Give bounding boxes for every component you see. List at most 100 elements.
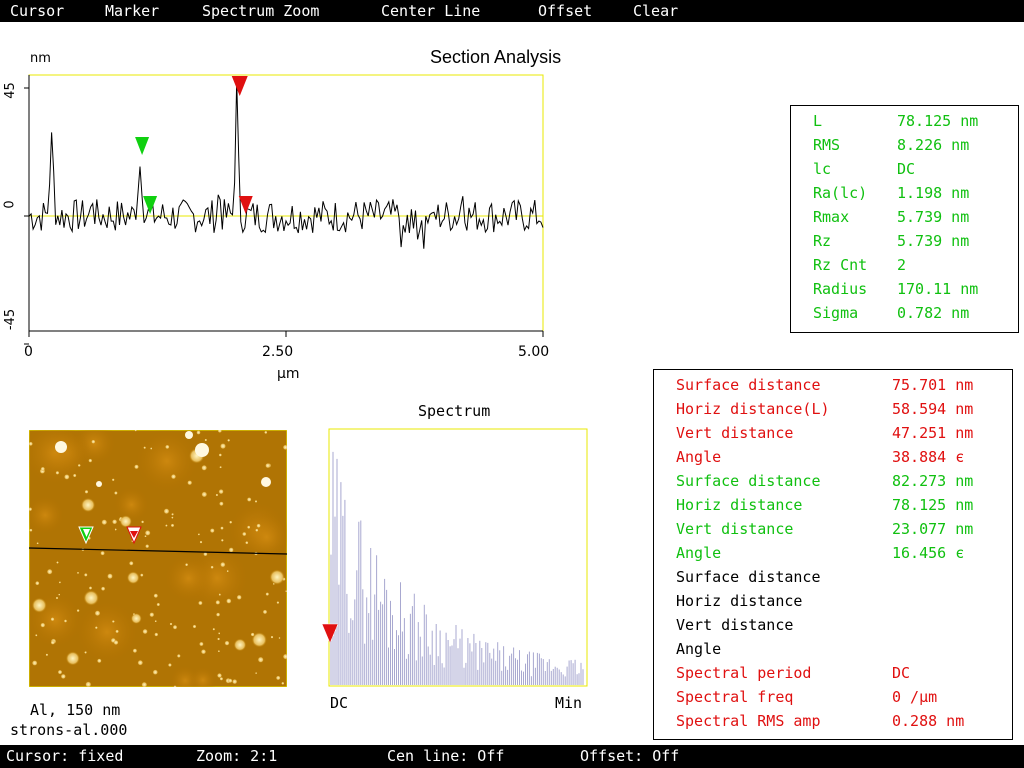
afm-grain <box>171 516 174 519</box>
afm-grain <box>65 651 80 666</box>
afm-grain <box>251 632 267 648</box>
afm-grain <box>187 480 193 486</box>
red-marker-top-icon <box>231 76 248 96</box>
afm-grain <box>185 563 189 567</box>
status-zoom: Zoom: 2:1 <box>196 747 278 765</box>
measurement-value: DC <box>892 664 911 682</box>
afm-grain <box>76 571 80 574</box>
afm-blotch <box>113 486 150 524</box>
afm-grain <box>218 632 221 635</box>
red-marker-bottom-icon <box>238 196 253 214</box>
afm-grain <box>50 617 55 622</box>
spectrum-x-left: DC <box>330 694 349 712</box>
measurement-label: Surface distance <box>676 472 821 490</box>
afm-grain <box>220 526 224 530</box>
stat-value: 1.198 nm <box>897 184 970 202</box>
spectrum-cursor-icon <box>321 623 339 644</box>
afm-grain <box>250 632 255 637</box>
measurement-label: Vert distance <box>676 424 794 442</box>
afm-grain <box>173 685 177 687</box>
spectrum-chart[interactable] <box>320 428 590 690</box>
menu-offset[interactable]: Offset <box>538 2 593 20</box>
roughness-stats-panel: L 78.125 nm RMS 8.226 nm lc DC Ra(lc) 1.198 nm R… <box>790 105 1019 333</box>
measurement-value: 38.884 є <box>892 448 965 466</box>
afm-grain <box>72 473 77 478</box>
stat-value: 0.782 nm <box>897 304 970 322</box>
afm-grain <box>233 638 247 652</box>
afm-grain <box>254 500 258 503</box>
afm-grain <box>245 541 249 545</box>
x-tick-label: 5.00 <box>518 344 550 360</box>
afm-grain <box>198 600 203 606</box>
menu-clear[interactable]: Clear <box>633 2 679 20</box>
afm-grain <box>111 620 115 623</box>
afm-grain <box>141 681 148 687</box>
stat-value: 5.739 nm <box>897 232 970 250</box>
spectrum-x-right: Min <box>555 694 583 712</box>
measurement-label: Spectral period <box>676 664 812 682</box>
section-profile-chart[interactable] <box>0 70 560 370</box>
afm-grain <box>172 624 178 630</box>
measurement-value: 16.456 є <box>892 544 965 562</box>
afm-grain <box>129 561 134 566</box>
afm-grain <box>197 533 200 536</box>
afm-grain <box>111 478 115 482</box>
measurement-value: 58.594 nm <box>892 400 974 418</box>
afm-grain <box>83 590 99 606</box>
measurement-label: Horiz distance <box>676 496 803 514</box>
image-caption-filename: strons-al.000 <box>10 721 128 739</box>
afm-grain <box>137 659 144 666</box>
afm-large-grain <box>185 431 193 439</box>
afm-grain <box>247 525 251 529</box>
y-unit-label: nm <box>30 51 51 66</box>
afm-grain <box>282 444 287 450</box>
stat-value: 2 <box>897 256 907 274</box>
afm-grain <box>232 679 238 685</box>
afm-grain <box>217 673 222 678</box>
measurement-label: Surface distance <box>676 568 821 586</box>
measurement-value: 75.701 nm <box>892 376 974 394</box>
afm-grain <box>29 507 33 512</box>
afm-grain <box>165 524 168 527</box>
afm-grain <box>215 493 219 497</box>
afm-grain <box>126 571 140 584</box>
green-marker-bottom-icon <box>143 196 158 214</box>
afm-grain <box>115 629 119 634</box>
afm-grain <box>84 489 89 494</box>
stat-value: 170.11 nm <box>897 280 979 298</box>
stat-label: Rmax <box>813 208 850 226</box>
afm-grain <box>88 586 93 590</box>
afm-grain <box>285 590 287 593</box>
x-tick-label: 2.50 <box>262 344 294 360</box>
afm-grain <box>203 551 208 557</box>
afm-grain <box>165 444 170 450</box>
menu-center-line[interactable]: Center Line <box>381 2 481 20</box>
stat-label: L <box>813 112 823 130</box>
afm-grain <box>219 677 224 681</box>
status-bar: Cursor: fixed Zoom: 2:1 Cen line: Off Of… <box>0 745 1024 768</box>
afm-grain <box>256 523 261 528</box>
afm-grain <box>101 519 108 526</box>
afm-grain <box>153 593 159 598</box>
status-offset: Offset: Off <box>580 747 680 765</box>
afm-image[interactable] <box>29 430 287 687</box>
afm-grain <box>242 531 247 537</box>
menu-cursor[interactable]: Cursor <box>10 2 65 20</box>
measurement-label: Angle <box>676 640 722 658</box>
afm-grain <box>130 613 142 624</box>
afm-grain <box>192 624 197 629</box>
afm-grain <box>31 597 47 613</box>
afm-grain <box>50 640 55 645</box>
afm-grain <box>77 463 81 467</box>
afm-grain <box>218 489 224 495</box>
stat-value: DC <box>897 160 916 178</box>
afm-grain <box>226 598 232 604</box>
stat-label: Rz <box>813 232 832 250</box>
afm-grain <box>226 570 229 573</box>
afm-grain <box>88 458 93 463</box>
menu-spectrum-zoom[interactable]: Spectrum Zoom <box>202 2 320 20</box>
afm-blotch <box>73 598 141 666</box>
afm-grain <box>150 447 153 450</box>
menu-marker[interactable]: Marker <box>105 2 160 20</box>
afm-grain <box>140 573 144 577</box>
